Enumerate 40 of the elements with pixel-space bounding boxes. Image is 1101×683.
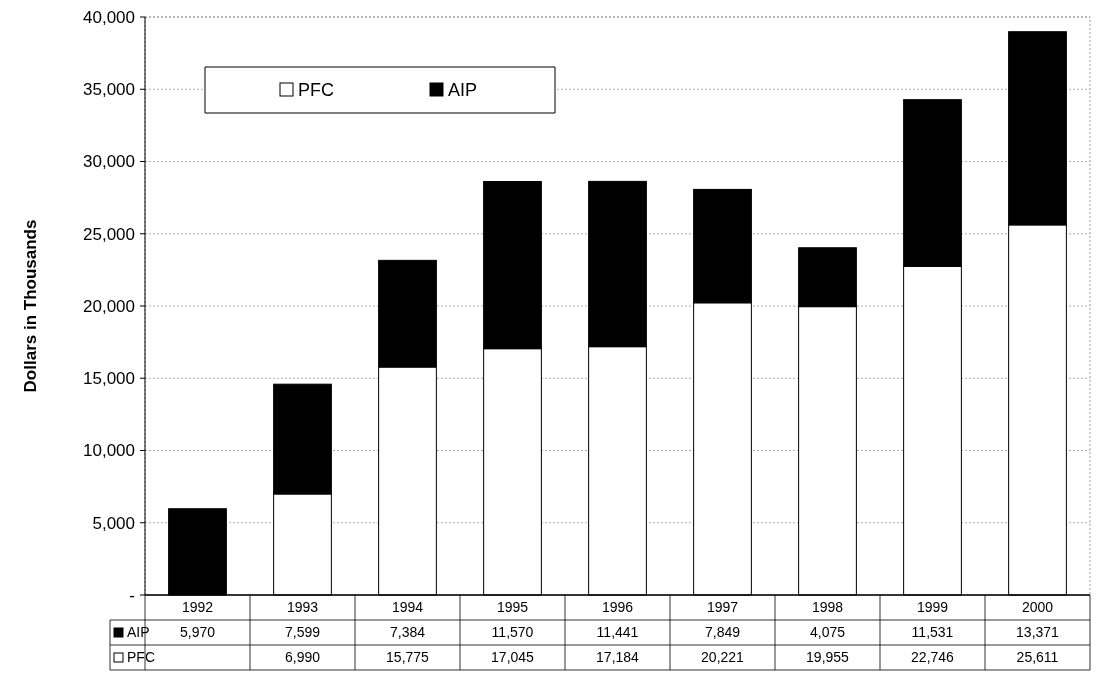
- data-label: 15,775: [386, 649, 430, 666]
- data-label: 11,441: [596, 624, 639, 641]
- y-axis-title: Dollars in Thousands: [21, 219, 40, 393]
- data-label: 5,970: [179, 624, 216, 641]
- y-tick-label: 15,000: [83, 369, 135, 389]
- x-tick-label: 1993: [286, 599, 319, 616]
- x-tick-label: 1997: [706, 599, 739, 616]
- y-tick-label: 25,000: [83, 224, 135, 244]
- legend-label: AIP: [448, 80, 478, 101]
- x-tick-label: 1994: [391, 599, 424, 616]
- x-tick-label: 1995: [496, 599, 529, 616]
- text: PFC: [127, 649, 155, 666]
- data-label: 4,075: [809, 624, 846, 641]
- legend-label: PFC: [298, 80, 334, 101]
- x-tick-label: 1999: [916, 599, 949, 616]
- data-label: 11,531: [911, 624, 954, 641]
- y-tick-label: 5,000: [92, 513, 135, 533]
- data-label: 19,955: [806, 649, 850, 666]
- y-tick-label: 20,000: [83, 296, 135, 316]
- data-label: 6,990: [284, 649, 321, 666]
- y-tick-label: 35,000: [83, 80, 135, 100]
- x-tick-label: 2000: [1021, 599, 1054, 616]
- x-tick-label: 1998: [811, 599, 844, 616]
- data-label: 20,221: [701, 649, 745, 666]
- x-tick-label: 1996: [601, 599, 634, 616]
- data-label: 25,611: [1016, 649, 1059, 666]
- x-tick-label: 1992: [181, 599, 214, 616]
- data-label: 22,746: [911, 649, 955, 666]
- data-label: 7,599: [284, 624, 321, 641]
- text: AIP: [127, 624, 150, 641]
- data-label: 7,384: [389, 624, 426, 641]
- data-label: 17,045: [491, 649, 535, 666]
- y-tick-label: -: [129, 585, 135, 605]
- data-label: 13,371: [1016, 624, 1060, 641]
- y-tick-label: 10,000: [83, 441, 135, 461]
- data-label: 7,849: [704, 624, 741, 641]
- y-tick-label: 40,000: [83, 7, 135, 27]
- y-tick-label: 30,000: [83, 152, 135, 172]
- data-label: 11,570: [491, 624, 534, 641]
- data-label: 17,184: [596, 649, 640, 666]
